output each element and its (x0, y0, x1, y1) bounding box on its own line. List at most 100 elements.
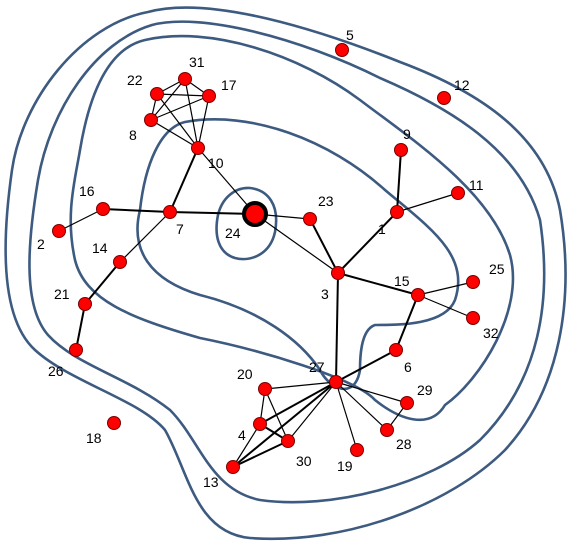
node-label: 20 (237, 366, 253, 382)
node-16: 16 (79, 183, 110, 216)
node-marker (400, 396, 414, 410)
node-marker (226, 460, 240, 474)
edge-3-27 (335, 272, 339, 383)
node-8: 8 (129, 113, 158, 143)
node-label: 22 (127, 72, 143, 88)
node-12: 12 (437, 77, 470, 105)
node-marker (466, 311, 480, 325)
node-marker (52, 224, 66, 238)
node-label: 30 (296, 453, 312, 469)
edge-20-30 (264, 388, 289, 442)
node-label: 28 (396, 436, 412, 452)
node-19: 19 (337, 443, 364, 474)
node-marker (163, 205, 177, 219)
edge-10-22 (156, 93, 199, 149)
node-label: 23 (318, 193, 334, 209)
node-marker (335, 43, 349, 57)
node-26: 26 (48, 343, 83, 379)
node-marker (144, 113, 158, 127)
node-25: 25 (466, 261, 505, 289)
edge-27-4 (259, 381, 337, 425)
contour-inner (215, 186, 278, 261)
node-21: 21 (54, 286, 92, 311)
edge-31-8 (150, 78, 186, 121)
node-marker (466, 275, 480, 289)
node-marker (331, 266, 345, 280)
edge-10-31 (184, 78, 199, 149)
node-label: 3 (321, 286, 329, 302)
edge-24-3 (254, 213, 339, 274)
node-label: 29 (417, 382, 433, 398)
node-marker (150, 87, 164, 101)
node-label: 11 (469, 177, 484, 193)
node-marker (113, 255, 127, 269)
node-label: 25 (489, 261, 505, 277)
node-marker (191, 141, 205, 155)
node-marker (107, 416, 121, 430)
node-marker (281, 434, 295, 448)
edge-10-8 (150, 119, 199, 149)
node-marker (350, 443, 364, 457)
edge-14-21 (84, 261, 121, 305)
node-20: 20 (237, 366, 272, 396)
edge-3-1 (337, 211, 398, 274)
node-18: 18 (86, 416, 121, 446)
node-9: 9 (394, 126, 411, 157)
edge-4-13 (232, 423, 261, 468)
center-node-marker (242, 201, 268, 227)
node-30: 30 (281, 434, 312, 469)
edge-7-16 (102, 208, 171, 213)
node-31: 31 (178, 54, 205, 86)
edge-3-15 (337, 272, 419, 296)
node-1: 1 (378, 205, 404, 237)
edge-7-10 (169, 147, 199, 213)
node-label: 15 (394, 273, 410, 289)
node-marker (258, 382, 272, 396)
node-marker (451, 186, 465, 200)
edge-27-20 (264, 381, 337, 390)
node-label: 16 (79, 183, 95, 199)
node-label: 24 (225, 225, 241, 241)
edge-27-29 (335, 381, 408, 404)
node-label: 1 (378, 221, 386, 237)
node-label: 8 (129, 127, 137, 143)
node-14: 14 (92, 240, 127, 269)
node-11: 11 (451, 177, 484, 200)
node-27: 27 (309, 359, 343, 389)
node-marker (411, 288, 425, 302)
node-marker (202, 89, 216, 103)
edge-1-9 (396, 149, 402, 213)
edge-27-13 (232, 381, 337, 468)
node-label: 7 (176, 221, 184, 237)
edge-22-17 (156, 93, 210, 97)
edge-15-32 (417, 294, 474, 319)
node-marker (394, 143, 408, 157)
node-marker (178, 72, 192, 86)
edge-21-26 (75, 303, 86, 351)
node-label: 10 (208, 155, 224, 171)
node-28: 28 (380, 423, 412, 452)
node-29: 29 (400, 382, 433, 410)
edge-15-25 (417, 281, 474, 296)
node-10: 10 (191, 141, 224, 171)
node-marker (389, 343, 403, 357)
node-marker (390, 205, 404, 219)
node-marker (253, 417, 267, 431)
node-6: 6 (389, 343, 412, 375)
node-label: 4 (238, 427, 246, 443)
node-32: 32 (466, 311, 499, 341)
node-3: 3 (321, 266, 345, 302)
node-label: 32 (483, 325, 499, 341)
edge-24-7 (169, 211, 256, 215)
node-24: 24 (225, 201, 268, 241)
node-label: 5 (346, 27, 354, 43)
contour-lines (4, 6, 567, 541)
node-label: 31 (189, 54, 205, 70)
node-label: 17 (221, 77, 237, 93)
edge-24-10 (197, 147, 256, 215)
node-17: 17 (202, 77, 237, 103)
node-label: 18 (86, 430, 102, 446)
edge-23-3 (309, 218, 339, 274)
